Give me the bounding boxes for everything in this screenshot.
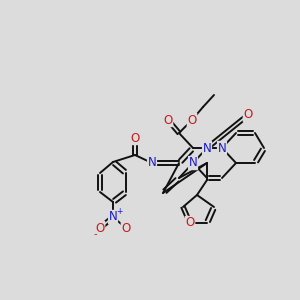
Text: N: N xyxy=(148,157,156,169)
Text: O: O xyxy=(95,221,105,235)
Text: O: O xyxy=(185,217,195,230)
Text: N: N xyxy=(109,211,117,224)
Text: N: N xyxy=(189,157,197,169)
Text: O: O xyxy=(164,113,172,127)
Text: O: O xyxy=(130,131,140,145)
Text: N: N xyxy=(202,142,211,154)
Text: O: O xyxy=(188,113,196,127)
Text: O: O xyxy=(122,221,130,235)
Text: +: + xyxy=(116,208,122,217)
Text: -: - xyxy=(93,229,97,239)
Text: O: O xyxy=(243,109,253,122)
Text: N: N xyxy=(218,142,226,154)
